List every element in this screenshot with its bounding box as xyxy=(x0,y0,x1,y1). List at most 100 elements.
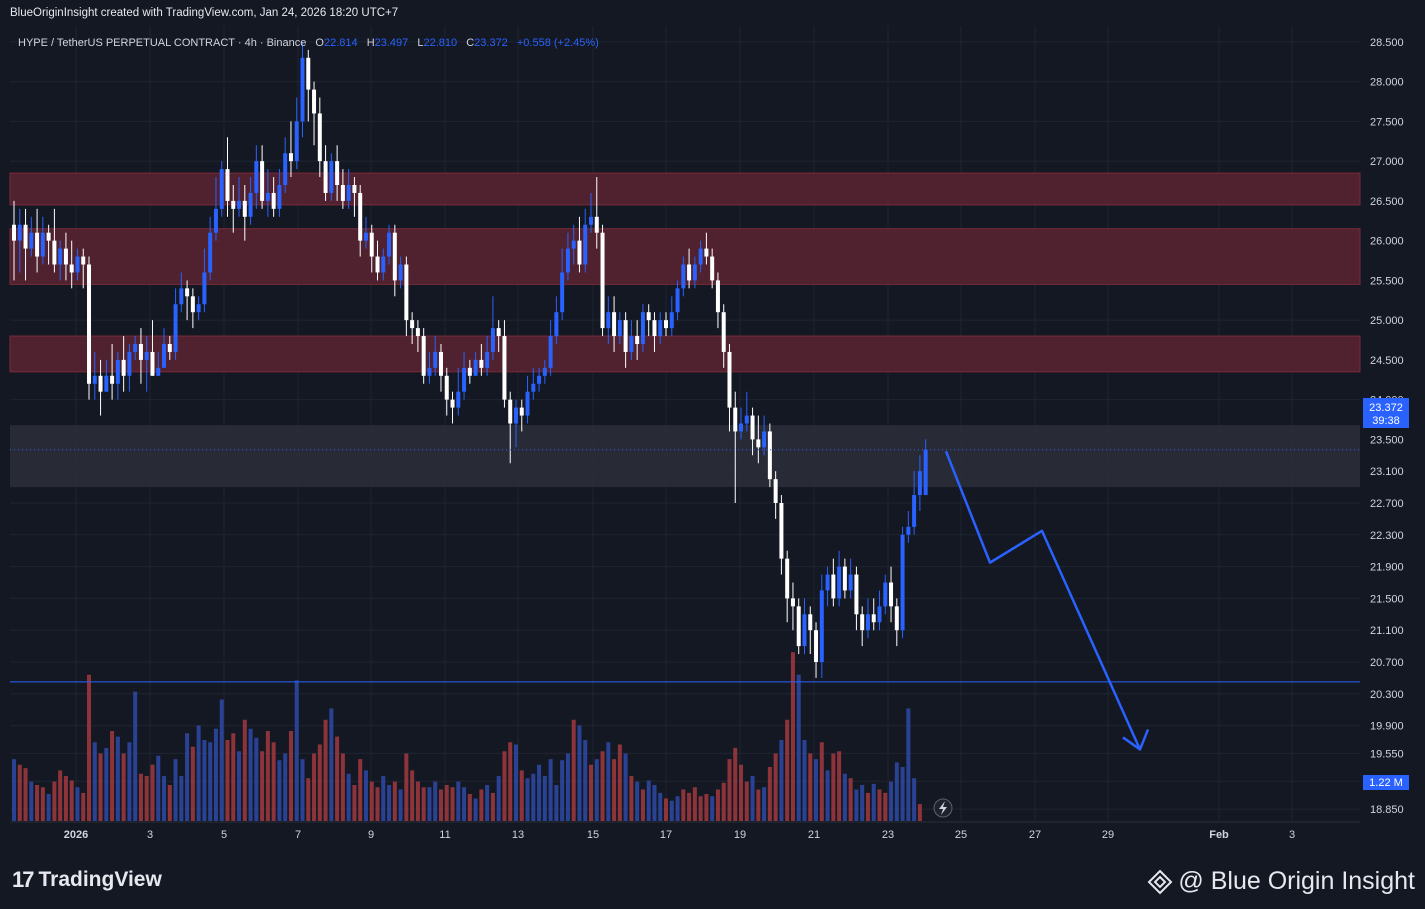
volume-bar xyxy=(473,798,478,821)
candle-body xyxy=(635,336,640,344)
x-tick-label: Feb xyxy=(1209,829,1229,841)
volume-bar xyxy=(17,764,22,821)
volume-bar xyxy=(381,776,386,821)
candle-body xyxy=(865,614,870,631)
volume-bar xyxy=(739,764,744,821)
footer: 17 TradingView @ Blue Origin Insight xyxy=(0,849,1425,909)
volume-bar xyxy=(248,728,253,821)
candle-body xyxy=(664,320,669,329)
volume-bar xyxy=(363,770,368,821)
candle-body xyxy=(687,264,692,281)
candle-body xyxy=(658,320,663,337)
price-chart[interactable]: 28.500 28.000 27.500 27.000 26.500 26.000 25.5… xyxy=(0,26,1425,849)
candle-body xyxy=(571,240,576,249)
volume-bar xyxy=(92,742,97,821)
x-tick-label: 5 xyxy=(221,829,227,841)
y-tick-label: 25.000 xyxy=(1370,315,1404,327)
volume-bar xyxy=(294,680,299,821)
y-tick-label: 28.000 xyxy=(1370,77,1404,89)
volume-bar xyxy=(213,728,218,821)
x-tick-label: 15 xyxy=(587,829,599,841)
candle-body xyxy=(69,264,74,273)
candle-body xyxy=(750,415,755,440)
reference-lines xyxy=(10,449,1360,683)
volume-bar xyxy=(167,785,172,821)
candle-body xyxy=(387,232,392,257)
volume-bar xyxy=(687,792,692,821)
volume-bar xyxy=(606,742,611,821)
candle-body xyxy=(260,161,265,201)
candle-body xyxy=(640,312,645,344)
tradingview-logo[interactable]: 17 TradingView xyxy=(12,867,162,893)
volume-bar xyxy=(508,742,513,821)
candle-body xyxy=(12,224,16,241)
candle-body xyxy=(548,336,553,368)
volume-bar xyxy=(133,691,138,821)
candle-body xyxy=(81,256,86,265)
volume-bar xyxy=(404,753,409,821)
candle-body xyxy=(513,407,518,424)
volume-bar xyxy=(444,785,449,821)
volume-bar xyxy=(87,674,92,821)
volume-bar xyxy=(565,753,570,821)
volume-bar xyxy=(612,759,617,821)
volume-bar xyxy=(410,770,415,821)
volume-bars xyxy=(12,652,922,821)
volume-bar xyxy=(329,708,334,821)
candle-body xyxy=(842,566,847,591)
candle-body xyxy=(485,351,490,368)
candle-body xyxy=(739,423,744,432)
y-tick-label: 20.300 xyxy=(1370,689,1404,701)
volume-bar xyxy=(883,792,888,821)
candle-body xyxy=(162,344,167,368)
candle-body xyxy=(923,449,928,496)
volume-bar xyxy=(121,753,126,821)
volume-bar xyxy=(773,753,778,821)
candle-body xyxy=(462,367,467,392)
candle-body xyxy=(808,614,813,631)
candle-body xyxy=(150,351,155,376)
candle-body xyxy=(542,367,547,376)
volume-bar xyxy=(554,785,559,821)
volume-bar xyxy=(825,770,830,821)
projection-path xyxy=(944,450,1150,751)
candle-body xyxy=(40,232,45,257)
candle-body xyxy=(652,320,657,337)
candle-body xyxy=(779,503,784,559)
volume-bar xyxy=(560,760,565,821)
candle-body xyxy=(363,232,368,241)
candle-body xyxy=(415,328,420,337)
volume-bar xyxy=(144,776,149,821)
volume-bar xyxy=(323,719,328,821)
candle-body xyxy=(421,336,426,376)
candle-body xyxy=(427,367,432,376)
candle-body xyxy=(242,200,247,217)
lightning-icon[interactable] xyxy=(933,798,953,818)
candle-body xyxy=(785,558,790,599)
candle-body xyxy=(531,383,536,392)
candle-body xyxy=(773,479,778,503)
candle-body xyxy=(225,169,230,201)
candle-body xyxy=(692,264,697,281)
candle-body xyxy=(756,439,761,448)
projection-line xyxy=(944,450,1142,750)
candle-body xyxy=(519,407,524,416)
candle-body xyxy=(675,288,680,313)
candle-body xyxy=(138,344,143,360)
y-tick-label: 22.300 xyxy=(1370,530,1404,542)
candle-body xyxy=(300,57,305,122)
candle-body xyxy=(537,375,542,384)
volume-bar xyxy=(704,794,709,821)
candle-body xyxy=(473,359,478,376)
y-tick-label: 23.500 xyxy=(1370,434,1404,446)
volume-bar xyxy=(202,740,207,821)
volume-bar xyxy=(589,764,593,821)
candle-body xyxy=(704,248,709,257)
candle-body xyxy=(617,320,622,337)
x-tick-label: 11 xyxy=(439,829,450,841)
candle-body xyxy=(358,192,363,241)
candle-body xyxy=(254,161,259,193)
candle-body xyxy=(340,185,345,201)
volume-tag-bg xyxy=(1363,775,1409,790)
legend: HYPE / TetherUS PERPETUAL CONTRACT · 4h … xyxy=(18,37,599,49)
